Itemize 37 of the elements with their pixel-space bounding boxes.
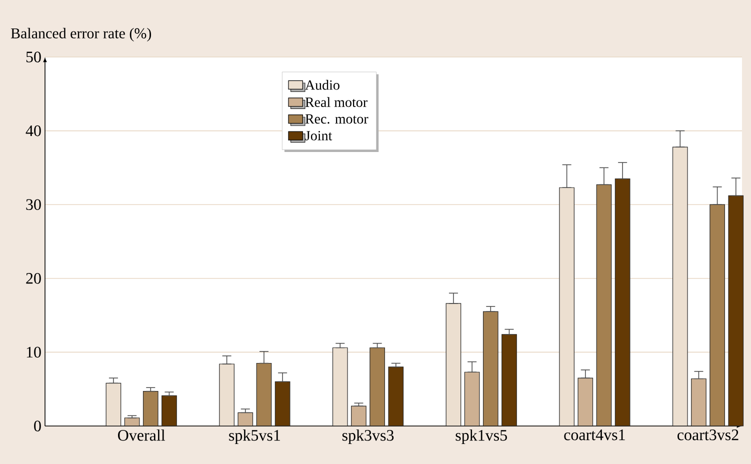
y-tick-label: 50	[26, 52, 41, 62]
legend-label: Rec. motor	[305, 114, 368, 124]
bar	[238, 412, 254, 426]
y-tick-label: 10	[26, 346, 41, 358]
bar	[464, 372, 480, 426]
bar	[142, 391, 158, 426]
bar	[614, 178, 630, 426]
bar	[502, 334, 517, 426]
bar	[219, 364, 234, 426]
bar	[691, 378, 706, 426]
x-tick-label: coart3vs2	[678, 430, 738, 440]
x-tick-label: Overall	[118, 429, 166, 441]
y-tick-label: 0	[34, 420, 41, 432]
legend-label: Joint	[305, 130, 332, 140]
bar	[370, 347, 385, 426]
bar	[596, 184, 612, 426]
bar	[710, 204, 725, 426]
y-tick-label: 30	[26, 199, 41, 210]
bar	[274, 381, 290, 426]
bar	[351, 406, 366, 426]
bar	[578, 378, 594, 426]
x-tick-label: spk1vs5	[456, 429, 507, 444]
bar	[388, 366, 404, 426]
bar	[728, 195, 744, 426]
x-tick-label: spk3vs3	[342, 429, 394, 444]
bar	[256, 362, 272, 426]
bar	[106, 382, 122, 426]
bar	[482, 311, 498, 426]
x-tick-label: spk5vs1	[229, 429, 280, 444]
y-axis-title: Balanced error rate (%)	[10, 28, 152, 42]
bar	[124, 418, 140, 426]
y-tick-label: 40	[26, 125, 41, 136]
x-tick-label: coart4vs1	[564, 430, 625, 440]
y-tick-label: 20	[26, 272, 41, 284]
legend-label: Audio	[305, 80, 340, 90]
legend-label: Real motor	[305, 97, 368, 107]
bar	[162, 395, 177, 426]
